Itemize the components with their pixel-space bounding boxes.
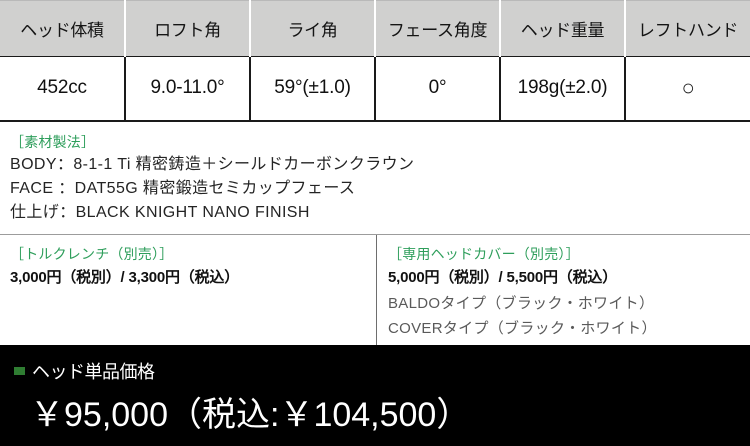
value-head-volume: 452cc (0, 56, 126, 121)
header-left-hand: レフトハンド (625, 0, 750, 57)
material-construction-section: ［素材製法］ BODY：8-1-1 Ti 精密鋳造＋シールドカーボンクラウン F… (0, 122, 750, 235)
head-price-label: ヘッド単品価格 (32, 362, 155, 382)
header-loft-angle: ロフト角 (125, 0, 251, 57)
header-lie-angle: ライ角 (250, 0, 376, 57)
header-head-weight: ヘッド重量 (500, 0, 626, 57)
header-face-angle: フェース角度 (375, 0, 501, 57)
table-header-row: ヘッド体積 ロフト角 ライ角 フェース角度 ヘッド重量 レフトハンド (0, 0, 750, 57)
head-cover-price: 5,000円（税別）/ 5,500円（税込） (388, 268, 618, 286)
material-line-face: FACE ：DAT55G 精密鍛造セミカップフェース (10, 179, 356, 197)
torque-wrench-price: 3,000円（税別）/ 3,300円（税込） (10, 268, 240, 286)
head-price-value: ￥95,000（税込:￥104,500） (30, 396, 471, 434)
head-cover-type-baldo: BALDOタイプ（ブラック・ホワイト） (388, 294, 655, 312)
material-line-body: BODY：8-1-1 Ti 精密鋳造＋シールドカーボンクラウン (10, 155, 415, 173)
value-loft-angle: 9.0-11.0° (125, 56, 251, 121)
accessories-section: ［トルクレンチ（別売）］ 3,000円（税別）/ 3,300円（税込） ［専用ヘ… (0, 234, 750, 350)
material-line-finish: 仕上げ：BLACK KNIGHT NANO FINISH (10, 203, 310, 221)
green-square-bullet-icon (14, 367, 25, 375)
value-face-angle: 0° (375, 56, 501, 121)
value-left-hand-available: ○ (625, 56, 750, 121)
head-cover-type-cover: COVERタイプ（ブラック・ホワイト） (388, 319, 657, 337)
footer-label-row: ヘッド単品価格 (14, 358, 750, 384)
header-head-volume: ヘッド体積 (0, 0, 126, 57)
head-cover-heading: ［専用ヘッドカバー（別売）］ (388, 245, 580, 262)
torque-wrench-heading: ［トルクレンチ（別売）］ (10, 245, 174, 262)
value-lie-angle: 59°(±1.0) (250, 56, 376, 121)
torque-wrench-cell: ［トルクレンチ（別売）］ 3,000円（税別）/ 3,300円（税込） (0, 235, 376, 349)
value-head-weight: 198g(±2.0) (500, 56, 626, 121)
head-cover-cell: ［専用ヘッドカバー（別売）］ 5,000円（税別）/ 5,500円（税込） BA… (376, 234, 750, 349)
table-row: 452cc 9.0-11.0° 59°(±1.0) 0° 198g(±2.0) … (0, 56, 750, 121)
spec-table-body: 452cc 9.0-11.0° 59°(±1.0) 0° 198g(±2.0) … (0, 56, 750, 121)
specification-table: ヘッド体積 ロフト角 ライ角 フェース角度 ヘッド重量 レフトハンド 452cc… (0, 0, 750, 122)
head-price-footer: ヘッド単品価格 ￥95,000（税込:￥104,500） (0, 345, 750, 446)
spec-table-header: ヘッド体積 ロフト角 ライ角 フェース角度 ヘッド重量 レフトハンド (0, 0, 750, 57)
material-section-heading: ［素材製法］ (10, 133, 96, 150)
